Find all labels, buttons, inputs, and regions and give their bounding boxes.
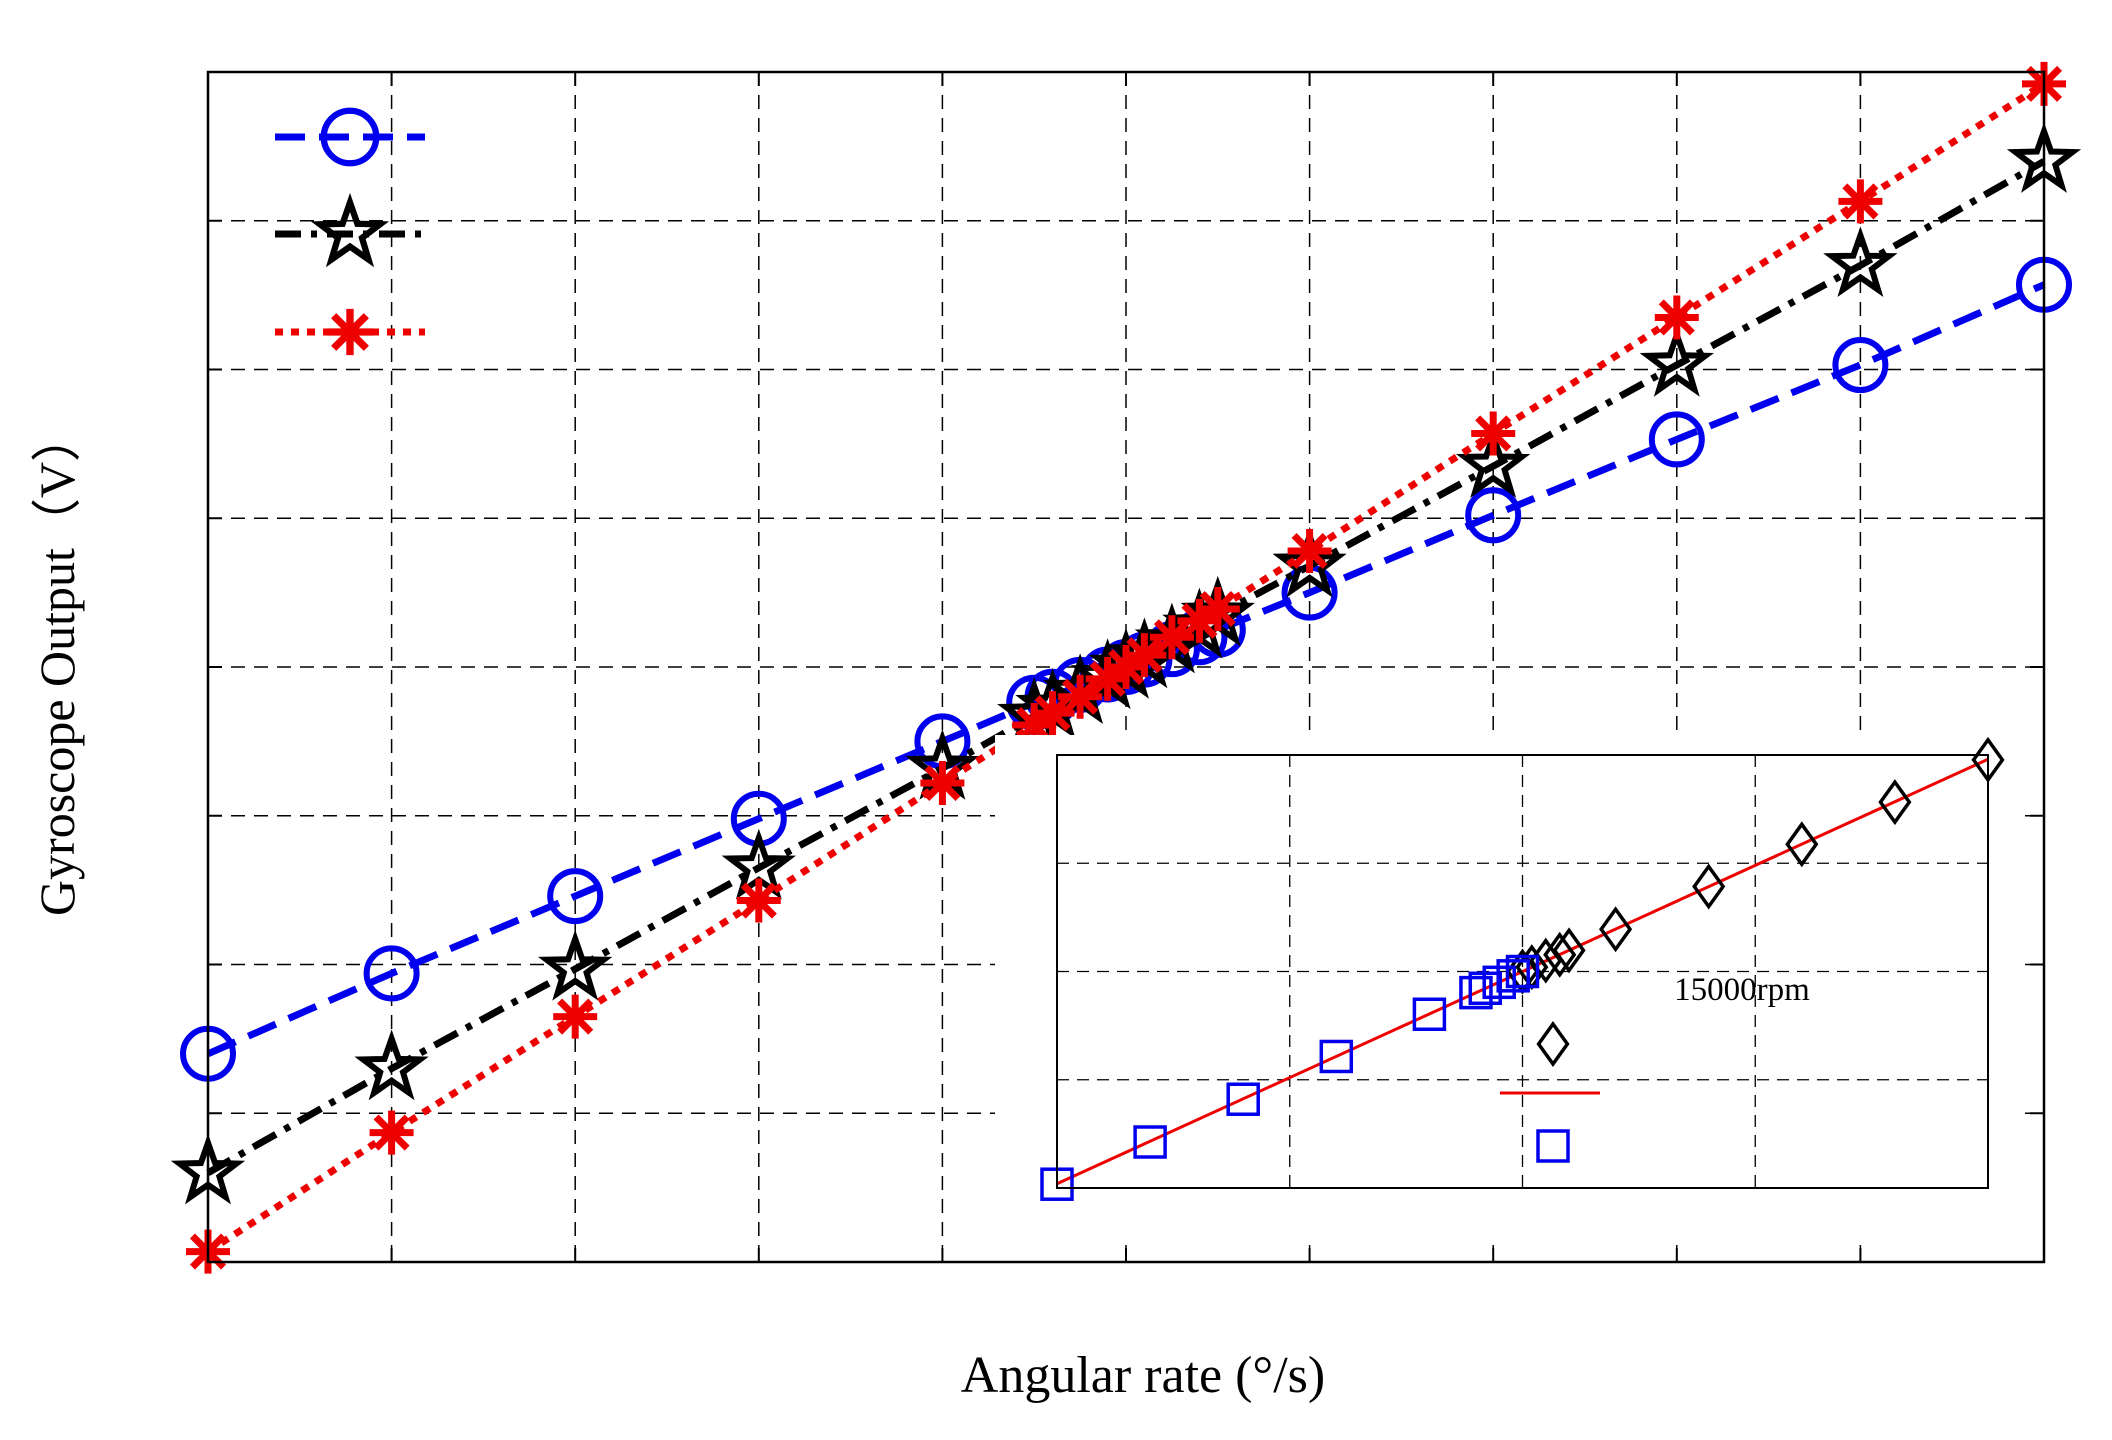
data-point-circle xyxy=(1648,411,1705,468)
data-point-asterisk xyxy=(920,761,965,806)
main-legend xyxy=(275,107,425,356)
inset-data-point-diamond xyxy=(1552,927,1586,974)
inset-data-point-square xyxy=(1319,1039,1354,1074)
inset-legend-item xyxy=(1536,1021,1570,1067)
inset-series-layer xyxy=(1040,736,2005,1201)
inset-legend-marker-diamond xyxy=(1536,1021,1570,1067)
data-point-asterisk xyxy=(1058,674,1103,719)
legend-marker-circle xyxy=(320,107,380,167)
inset-legend-item xyxy=(1536,1129,1570,1163)
data-point-asterisk xyxy=(1287,528,1332,573)
inset-data-point-square xyxy=(1133,1125,1167,1159)
asterisk-stroke xyxy=(1034,695,1071,732)
inset-data-point-diamond xyxy=(1878,779,1912,826)
main-plot-frame xyxy=(206,70,2046,1264)
asterisk-stroke xyxy=(1153,619,1190,656)
data-point-circle xyxy=(363,945,420,1002)
inset-data-point-square xyxy=(1496,959,1530,993)
main-y-axis-label: Gyroscope Output（V） xyxy=(29,412,85,916)
asterisk-stroke xyxy=(331,313,369,351)
inset-data-point-square xyxy=(1459,975,1493,1010)
inset-legend-marker-square xyxy=(1536,1129,1570,1163)
data-point-star xyxy=(538,929,613,1001)
asterisk-stroke xyxy=(1062,678,1099,715)
data-point-asterisk xyxy=(1471,411,1516,456)
data-point-star xyxy=(1272,526,1347,598)
inset-data-point-square xyxy=(1505,954,1540,989)
asterisk-stroke xyxy=(557,998,594,1035)
inset-plot: 15000rpm xyxy=(995,735,2025,1240)
inset-legend-title: 15000rpm xyxy=(1674,972,1810,1008)
inset-data-point-diamond xyxy=(1599,906,1633,953)
inset-legend xyxy=(1500,1021,1600,1163)
inset-plot-frame xyxy=(1056,754,1989,1189)
asterisk-stroke xyxy=(1199,590,1236,628)
legend-item xyxy=(275,308,425,356)
asterisk-stroke xyxy=(373,1114,410,1151)
data-point-asterisk xyxy=(1838,179,1883,224)
data-point-circle xyxy=(547,868,604,925)
data-point-circle xyxy=(1832,337,1889,394)
main-x-axis-label: Angular rate (°/s) xyxy=(961,1347,1325,1404)
inset-data-point-diamond xyxy=(1543,931,1577,978)
inset-data-point-square xyxy=(1412,997,1447,1032)
legend-item xyxy=(275,107,425,167)
inset-data-point-diamond xyxy=(1785,821,1819,868)
data-point-asterisk xyxy=(369,1110,414,1155)
data-point-asterisk xyxy=(1195,586,1240,631)
data-point-asterisk xyxy=(736,878,781,923)
data-point-asterisk xyxy=(1654,295,1699,340)
data-point-asterisk xyxy=(1122,633,1167,678)
data-point-star xyxy=(1639,325,1714,397)
data-point-star xyxy=(1456,427,1531,498)
inset-data-point-diamond xyxy=(1692,863,1726,910)
asterisk-stroke xyxy=(1291,532,1328,570)
data-point-circle xyxy=(1465,487,1522,544)
asterisk-stroke xyxy=(1126,637,1163,674)
legend-item xyxy=(275,192,425,268)
asterisk-stroke xyxy=(924,764,961,802)
data-point-asterisk xyxy=(553,994,598,1039)
legend-marker-star xyxy=(310,192,390,268)
data-point-star xyxy=(354,1029,429,1101)
data-point-star xyxy=(1823,226,1898,297)
asterisk-stroke xyxy=(1658,299,1695,336)
asterisk-stroke xyxy=(1475,415,1512,452)
inset-data-point-square xyxy=(1226,1082,1260,1116)
asterisk-stroke xyxy=(1842,183,1879,220)
legend-marker-asterisk xyxy=(326,308,374,356)
asterisk-stroke xyxy=(740,882,777,919)
